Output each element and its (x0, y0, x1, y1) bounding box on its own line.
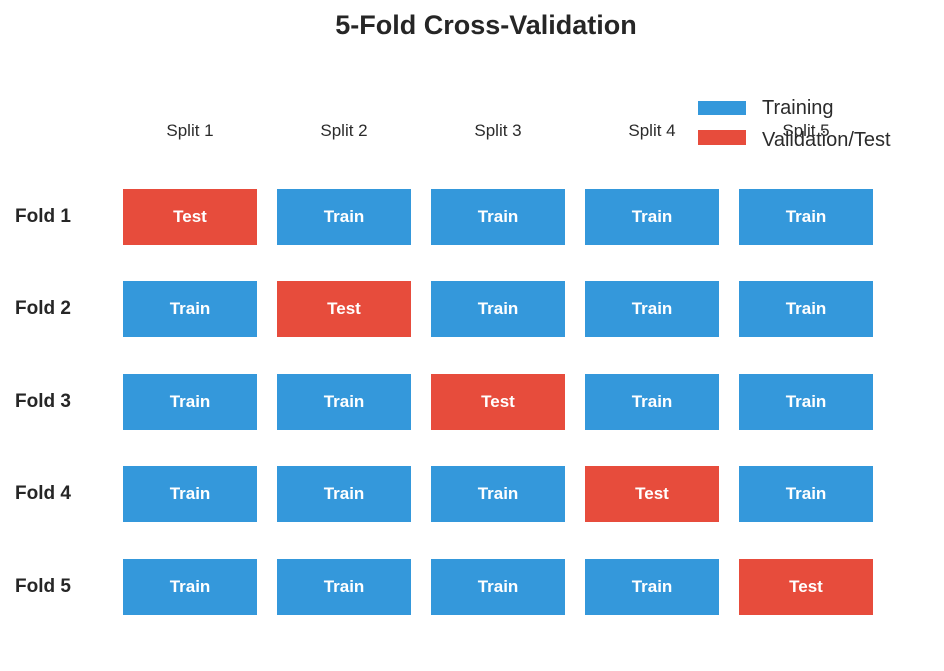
split-header-row: Split 1 Split 2 Split 3 Split 4 Split 5 (123, 120, 873, 142)
cell-fold1-split5: Train (739, 189, 873, 245)
fold-row-5: Train Train Train Train Test (123, 559, 873, 615)
cell-fold5-split1: Train (123, 559, 257, 615)
cell-fold3-split4: Train (585, 374, 719, 430)
cell-fold2-split2: Test (277, 281, 411, 337)
fold-row-2: Train Test Train Train Train (123, 281, 873, 337)
fold-label-3: Fold 3 (15, 391, 71, 412)
cell-fold3-split5: Train (739, 374, 873, 430)
cell-fold3-split2: Train (277, 374, 411, 430)
cell-fold4-split2: Train (277, 466, 411, 522)
cell-fold4-split3: Train (431, 466, 565, 522)
fold-label-4: Fold 4 (15, 483, 71, 504)
cell-fold4-split5: Train (739, 466, 873, 522)
split-header-2: Split 2 (320, 121, 368, 140)
legend-training-swatch (698, 101, 746, 115)
legend: Training Validation/Test (698, 97, 928, 156)
fold-row-4: Train Train Train Test Train (123, 466, 873, 522)
cell-fold5-split5: Test (739, 559, 873, 615)
cell-fold1-split4: Train (585, 189, 719, 245)
cell-fold3-split1: Train (123, 374, 257, 430)
fold-label-2: Fold 2 (15, 298, 71, 319)
split-header-5: Split 5 (782, 121, 830, 140)
split-header-1: Split 1 (166, 121, 214, 140)
cell-fold5-split2: Train (277, 559, 411, 615)
cell-fold2-split5: Train (739, 281, 873, 337)
diagram-title: 5-Fold Cross-Validation (335, 10, 637, 40)
cell-fold5-split4: Train (585, 559, 719, 615)
cell-fold3-split3: Test (431, 374, 565, 430)
cell-fold1-split2: Train (277, 189, 411, 245)
fold-row-1: Test Train Train Train Train (123, 189, 873, 245)
split-header-4: Split 4 (628, 121, 676, 140)
fold-label-5: Fold 5 (15, 576, 71, 597)
cell-fold2-split1: Train (123, 281, 257, 337)
cell-fold1-split1: Test (123, 189, 257, 245)
cell-fold1-split3: Train (431, 189, 565, 245)
cell-fold4-split1: Train (123, 466, 257, 522)
split-header-3: Split 3 (474, 121, 522, 140)
fold-label-1: Fold 1 (15, 206, 71, 227)
cell-fold5-split3: Train (431, 559, 565, 615)
legend-training-label: Training (762, 97, 834, 119)
cell-fold2-split3: Train (431, 281, 565, 337)
cell-fold4-split4: Test (585, 466, 719, 522)
legend-validation-swatch (698, 130, 746, 145)
cell-fold2-split4: Train (585, 281, 719, 337)
legend-validation-label: Validation/Test (762, 129, 891, 151)
fold-row-3: Train Train Test Train Train (123, 374, 873, 430)
